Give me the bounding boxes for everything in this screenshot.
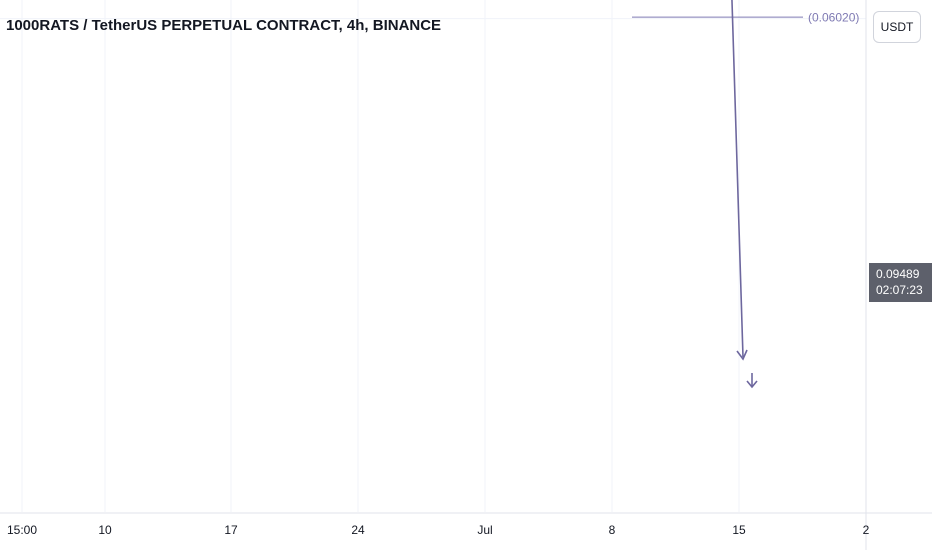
time-axis[interactable]: 15:00 10 17 24 Jul 8 15 2: [0, 512, 932, 537]
fib-levels: (0.10578)(0.09913)(0.09502)(0.08837)(0.0…: [632, 11, 859, 25]
projection-arrow: [731, 0, 758, 389]
time-tick-label: 8: [609, 523, 616, 537]
arrow-head-icon: [736, 349, 748, 361]
time-tick-label: 10: [98, 523, 112, 537]
time-tick-label: 17: [224, 523, 238, 537]
projection-arrow-line: [731, 0, 744, 358]
last-price-value: 0.09489: [876, 267, 920, 281]
time-tick-label: 15: [732, 523, 746, 537]
time-tick-label: 15:00: [7, 523, 37, 537]
chart-title: 1000RATS / TetherUS PERPETUAL CONTRACT, …: [6, 17, 442, 34]
grid-lines: [0, 0, 867, 512]
time-tick-label: 24: [351, 523, 365, 537]
bar-countdown: 02:07:23: [876, 283, 923, 297]
currency-button[interactable]: USDT: [873, 11, 921, 43]
down-arrow-head-icon: [746, 380, 758, 389]
fib-level-label: (0.06020): [808, 11, 859, 25]
time-tick-label: 2: [863, 523, 870, 537]
time-tick-label: Jul: [477, 523, 492, 537]
last-price-tag: 0.09489 02:07:23: [869, 263, 932, 302]
